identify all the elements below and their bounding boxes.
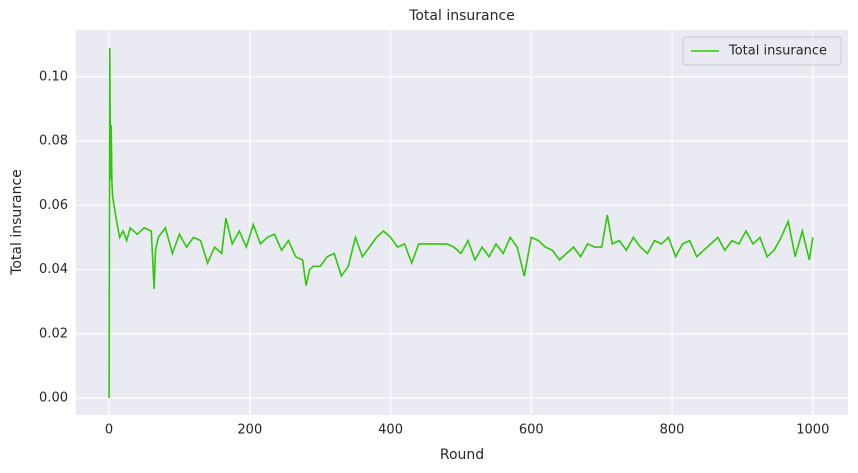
- plot-area: [76, 30, 848, 415]
- x-tick-label: 600: [519, 423, 544, 438]
- y-tick-label: 0.06: [39, 198, 68, 213]
- x-tick-label: 800: [660, 423, 685, 438]
- legend-label: Total insurance: [728, 44, 827, 59]
- y-tick-label: 0.04: [39, 262, 68, 277]
- x-tick-label: 1000: [796, 423, 829, 438]
- x-tick-label: 200: [237, 423, 262, 438]
- legend-box: [682, 36, 842, 66]
- y-axis-label: Total insurance: [9, 169, 25, 276]
- y-tick-label: 0.00: [39, 390, 68, 405]
- x-tick-label: 400: [378, 423, 403, 438]
- y-tick-label: 0.02: [39, 326, 68, 341]
- chart-title: Total insurance: [408, 8, 515, 24]
- x-tick-label: 0: [105, 423, 113, 438]
- x-axis-label: Round: [440, 447, 484, 463]
- line: [108, 47, 814, 399]
- y-tick-label: 0.08: [39, 134, 68, 149]
- y-tick-label: 0.10: [39, 69, 68, 84]
